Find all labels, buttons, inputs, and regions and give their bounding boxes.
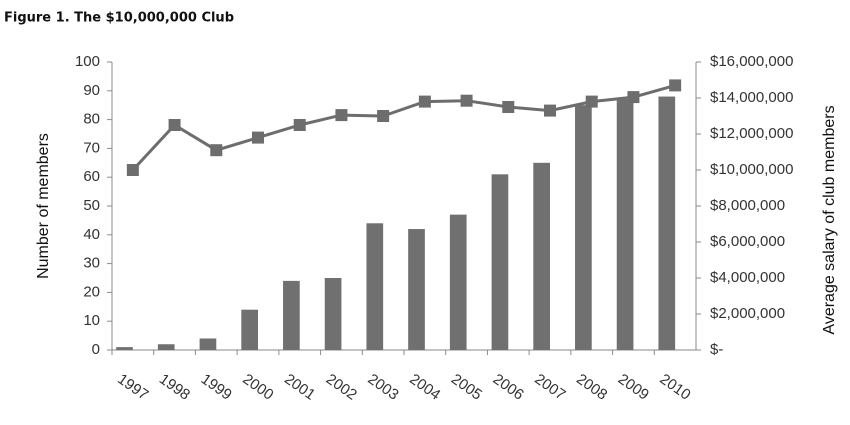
marker (335, 109, 348, 122)
x-tick-label: 2007 (531, 371, 568, 404)
bar (116, 347, 133, 350)
marker (669, 79, 682, 92)
y2-tick-label: $10,000,000 (710, 161, 793, 178)
x-tick-label: 2002 (323, 371, 360, 404)
x-tick-label: 2003 (365, 371, 402, 404)
chart-title: Figure 1. The $10,000,000 Club (4, 11, 234, 26)
y2-axis-label: Average salary of club members (821, 105, 838, 334)
y-tick-label: 90 (83, 82, 100, 99)
bar (324, 278, 342, 350)
marker (585, 95, 598, 108)
y2-tick-label: $6,000,000 (710, 233, 785, 250)
marker (252, 131, 264, 144)
bar (199, 338, 217, 350)
y2-tick-label: $8,000,000 (710, 197, 785, 214)
marker (502, 101, 515, 113)
bar (616, 99, 634, 350)
marker (544, 104, 556, 117)
bar (533, 162, 550, 350)
marker (293, 119, 306, 131)
x-tick-label: 2006 (490, 371, 527, 404)
marker (126, 164, 139, 176)
y-tick-label: 10 (83, 312, 100, 329)
y-tick-label: 30 (83, 255, 100, 272)
marker (377, 110, 390, 122)
x-tick-label: 2001 (281, 371, 318, 404)
y-tick-label: 40 (83, 226, 100, 243)
y-tick-label: 0 (92, 341, 100, 358)
y2-tick-label: $2,000,000 (710, 305, 785, 322)
bar (366, 223, 384, 350)
y2-tick-label: $4,000,000 (710, 269, 785, 286)
y-tick-label: 20 (83, 283, 100, 300)
line (131, 83, 676, 172)
bar (283, 280, 300, 350)
bar (157, 344, 175, 350)
bar (241, 309, 258, 350)
marker (418, 95, 431, 108)
x-tick-label: 2005 (448, 371, 485, 404)
x-tick-label: 1997 (114, 371, 151, 404)
y2-tick-label: $- (710, 341, 723, 358)
bar (658, 96, 676, 350)
bar (491, 174, 509, 350)
y-tick-label: 60 (83, 168, 100, 185)
y-tick-label: 70 (83, 139, 100, 156)
y-axis-label: Number of members (35, 133, 52, 279)
y2-tick-label: $16,000,000 (710, 53, 793, 70)
marker (210, 144, 223, 157)
x-tick-label: 2010 (657, 371, 694, 404)
bar (575, 105, 592, 350)
y-tick-label: 80 (83, 111, 100, 128)
marker (460, 94, 473, 107)
bar (408, 229, 425, 350)
marker (627, 91, 640, 104)
y2-tick-label: $14,000,000 (710, 89, 793, 106)
y2-tick-label: $12,000,000 (710, 125, 793, 142)
y-tick-label: 50 (83, 197, 100, 214)
y-tick-label: 100 (75, 53, 100, 70)
x-tick-label: 2000 (239, 371, 276, 404)
marker (168, 119, 181, 131)
x-tick-label: 2008 (573, 371, 610, 404)
x-tick-label: 1999 (198, 371, 235, 404)
x-tick-label: 1998 (156, 371, 193, 404)
x-tick-label: 2004 (406, 371, 443, 404)
x-tick-label: 2009 (615, 371, 652, 404)
bar (449, 214, 467, 350)
